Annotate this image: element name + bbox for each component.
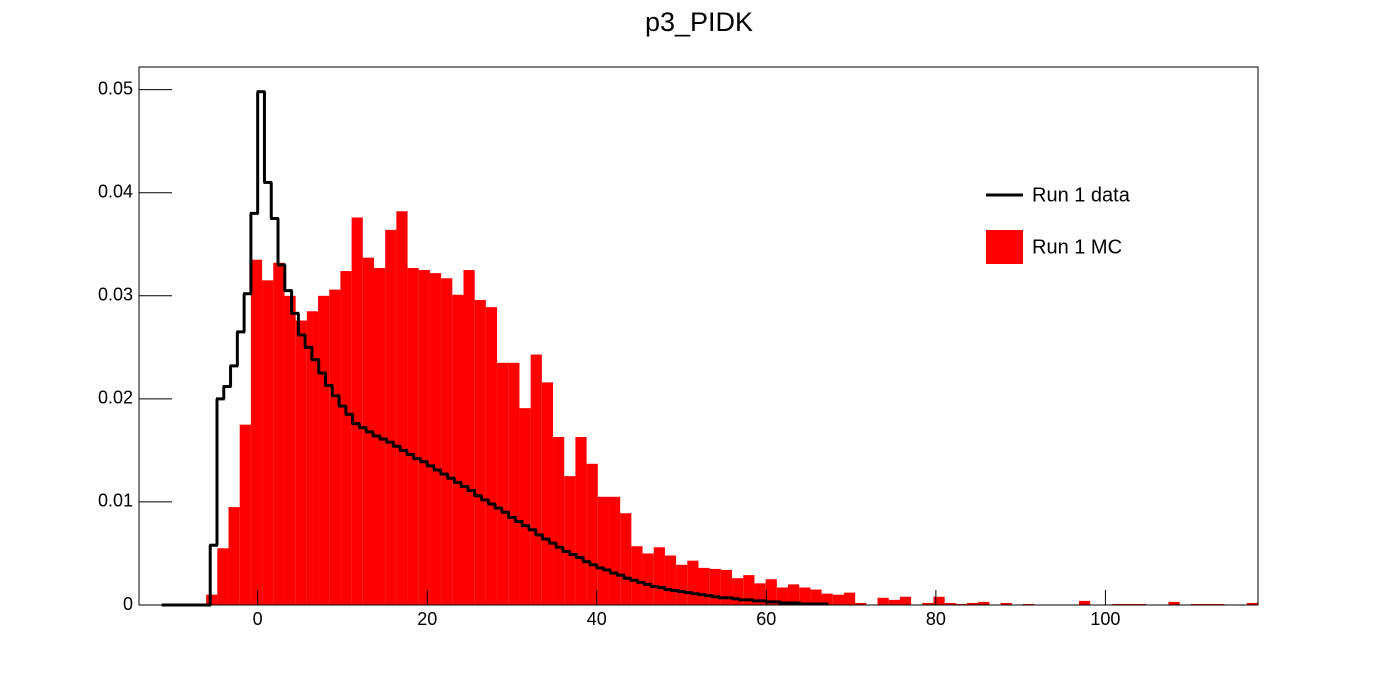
histogram-bar	[262, 280, 274, 605]
x-tick-label: 60	[756, 609, 776, 629]
histogram-bar	[810, 589, 822, 605]
histogram-bar	[620, 513, 632, 605]
histogram-bar	[508, 362, 520, 605]
histogram-bar	[1213, 603, 1225, 605]
histogram-bar	[553, 437, 565, 605]
histogram-bar	[922, 602, 934, 605]
histogram-bar	[978, 601, 990, 605]
histogram-bar	[306, 311, 319, 605]
histogram-bar	[586, 463, 598, 605]
histogram-bar	[967, 602, 979, 605]
x-tick-label: 80	[926, 609, 946, 629]
histogram-bar	[631, 546, 643, 605]
histogram-bar	[1246, 602, 1258, 605]
histogram-bar	[687, 560, 699, 605]
histogram-bar	[217, 548, 229, 605]
plot-frame	[138, 66, 1259, 606]
histogram-bar	[429, 273, 442, 605]
histogram-bar	[575, 437, 587, 605]
histogram-bar	[228, 507, 240, 605]
y-tick-label: 0.02	[98, 388, 133, 408]
histogram-bar	[955, 603, 968, 605]
histogram-bar	[1112, 603, 1124, 605]
histogram-bar	[519, 408, 531, 605]
histogram-bar	[463, 270, 475, 605]
histogram-bar	[888, 599, 900, 605]
histogram-bar	[821, 593, 833, 605]
histogram-bar	[452, 294, 464, 605]
histogram-bar	[653, 547, 665, 605]
histogram-bar	[1190, 603, 1203, 605]
x-tick-label: 40	[587, 609, 607, 629]
x-tick-label: 20	[417, 609, 437, 629]
y-tick-label: 0.01	[98, 491, 133, 511]
histogram-bar	[407, 267, 419, 605]
histogram-bar	[340, 271, 352, 605]
histogram-bar	[206, 594, 218, 605]
histogram-bar	[776, 587, 789, 605]
legend-swatch	[986, 230, 1023, 264]
y-tick-label: 0.04	[98, 181, 133, 201]
histogram-bar	[1134, 603, 1147, 605]
histogram-bar	[642, 553, 654, 605]
histogram-bar	[541, 382, 554, 605]
histogram-bar	[899, 596, 912, 605]
histogram-bar	[788, 584, 800, 605]
histogram-bar	[318, 295, 330, 605]
histogram-bar	[732, 578, 744, 605]
histogram-bar	[530, 354, 542, 605]
histogram-bar	[1168, 601, 1180, 605]
histogram-bar	[441, 278, 453, 605]
y-tick-label: 0.03	[98, 285, 133, 305]
histogram-bar	[877, 597, 889, 605]
histogram-bar	[1078, 600, 1091, 605]
histogram-bar	[709, 568, 721, 605]
x-tick-label: 100	[1090, 609, 1120, 629]
histogram-bar	[743, 575, 755, 605]
legend-label: Run 1 MC	[1032, 236, 1122, 258]
x-tick-label: 0	[253, 609, 263, 629]
histogram-bar	[676, 564, 688, 605]
histogram-bar	[765, 579, 777, 605]
histogram-bar	[239, 424, 251, 605]
histogram-bar	[754, 583, 766, 605]
histogram-bar	[1023, 603, 1035, 605]
histogram-bar	[329, 289, 341, 605]
histogram-bar	[1000, 602, 1012, 605]
histogram-bar	[933, 596, 945, 605]
histogram-bar	[720, 569, 733, 605]
histogram-bar	[843, 592, 856, 605]
histogram-bar	[396, 211, 408, 605]
legend-label: Run 1 data	[1032, 184, 1131, 206]
histogram-bar	[597, 496, 609, 605]
histogram-bar	[564, 476, 576, 605]
histogram-bar	[385, 229, 397, 606]
histogram-bar	[351, 217, 363, 605]
y-tick-label: 0	[123, 594, 133, 614]
histogram-bar	[664, 555, 677, 605]
histogram-bar	[608, 496, 621, 605]
histogram-bar	[250, 259, 263, 605]
histogram-bar	[698, 567, 710, 605]
histogram-bar	[832, 594, 844, 605]
histogram-bar	[474, 299, 486, 605]
histogram-bar	[944, 602, 956, 605]
histogram-bar	[284, 295, 296, 605]
histogram-bar	[295, 320, 307, 605]
histogram-bar	[485, 307, 498, 605]
chart-title: p3_PIDK	[645, 7, 753, 37]
y-tick-label: 0.05	[98, 78, 133, 98]
histogram-bar	[1202, 603, 1214, 605]
histogram-bar	[273, 262, 285, 605]
histogram-bar	[855, 602, 867, 605]
histogram-bar	[497, 362, 509, 605]
histogram-bar	[1123, 603, 1135, 605]
histogram-bar	[799, 587, 811, 605]
histogram-bar	[418, 270, 430, 605]
